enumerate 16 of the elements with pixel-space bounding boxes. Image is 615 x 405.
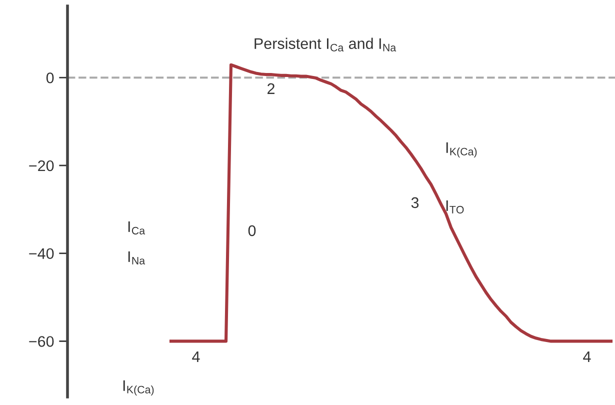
y-tick-label: −60 [29, 336, 54, 347]
annotation: 2 [268, 83, 274, 94]
annotation: I$_{K(Ca)}$ [446, 142, 477, 158]
text: I$_{Na}$ [128, 251, 146, 264]
annotation: 0 [248, 225, 256, 236]
text: I$_{Ca}$ [128, 221, 146, 234]
annotation: 3 [411, 197, 419, 208]
annotation: I$_{TO}$ [446, 200, 464, 214]
annotation: 4 [192, 351, 200, 362]
y-tick-label: 0 [46, 72, 54, 84]
annotation: Persistent I$_{Ca}$ and I$_{Na}$ [254, 38, 396, 52]
y-tick-label: −20 [29, 160, 54, 172]
annotation: 4 [583, 351, 591, 362]
text: I$_{K(Ca)}$ [123, 380, 154, 396]
y-tick-label: −40 [29, 248, 54, 260]
line-series [169, 63, 613, 343]
